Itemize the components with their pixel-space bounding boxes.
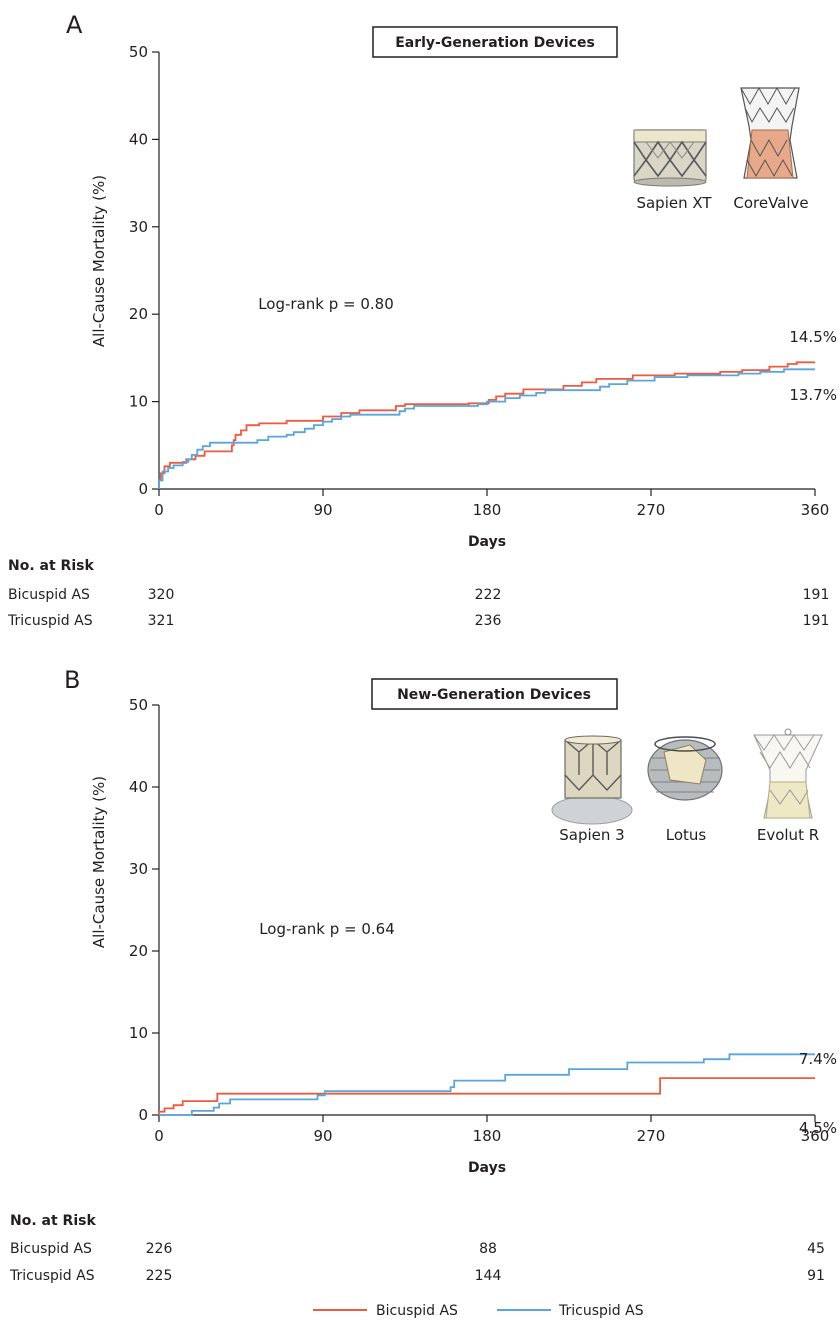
device-label-lotus: Lotus (666, 826, 707, 844)
panel-a-x-tick-label: 270 (637, 501, 666, 519)
panel-a-bicuspid-end-label: 14.5% (789, 328, 837, 346)
panel-a-risk-bicuspid-day180: 222 (475, 587, 502, 603)
panel-a-y-tick-label: 30 (129, 218, 148, 236)
panel-b-x-tick-label: 270 (637, 1127, 666, 1145)
panel-a-y-tick-label: 20 (129, 305, 148, 323)
panel-b-risk-label-bicuspid: Bicuspid AS (10, 1241, 92, 1257)
panel-a: A Early-Generation Devices All-Cause Mor… (7, 11, 837, 629)
panel-a-title-box: Early-Generation Devices (372, 26, 618, 58)
panel-a-risk-bicuspid-day0: 320 (148, 587, 175, 603)
panel-b-bicuspid-end-label: 4.5% (799, 1119, 837, 1137)
panel-a-risk-tricuspid-day180: 236 (475, 613, 502, 629)
panel-b-axes: 0 10 20 30 40 50 0 90 180 270 360 Days (129, 696, 829, 1176)
panel-b-y-tick-label: 30 (129, 860, 148, 878)
panel-b-risk-heading: No. at Risk (10, 1213, 96, 1229)
panel-a-plot-lines (158, 361, 815, 489)
panel-b-y-tick-label: 50 (129, 696, 148, 714)
panel-b-title-frame (371, 678, 618, 710)
panel-b-y-tick-label: 20 (129, 942, 148, 960)
legend-label-tricuspid: Tricuspid AS (558, 1303, 644, 1319)
device-label-evolut-r: Evolut R (757, 826, 819, 844)
panel-b-logrank: Log-rank p = 0.64 (259, 920, 395, 938)
panel-b-x-tick-label: 90 (313, 1127, 332, 1145)
lotus-illustration (647, 736, 723, 801)
panel-b-risk-bicuspid-day180: 88 (479, 1241, 497, 1257)
panel-b-risk-bicuspid-day0: 226 (146, 1241, 173, 1257)
panel-a-x-tick-label: 90 (313, 501, 332, 519)
panel-b-title: New-Generation Devices (397, 687, 591, 703)
panel-b-risk-label-tricuspid: Tricuspid AS (9, 1268, 95, 1284)
panel-a-y-tick-label: 0 (138, 480, 148, 498)
panel-a-series-tricuspid-as (158, 368, 815, 489)
panel-b-tricuspid-end-label: 7.4% (799, 1050, 837, 1068)
device-label-sapien-xt: Sapien XT (636, 194, 712, 212)
panel-b-y-tick-label: 0 (138, 1106, 148, 1124)
panel-a-x-tick-label: 360 (801, 501, 830, 519)
panel-b-series-tricuspid-as (159, 1053, 815, 1116)
panel-b-risk-tricuspid-day0: 225 (146, 1268, 173, 1284)
panel-a-series-bicuspid-as (158, 361, 815, 489)
panel-b-series-bicuspid-as (158, 1077, 815, 1115)
panel-a-y-tick-label: 50 (129, 43, 148, 61)
panel-a-title: Early-Generation Devices (395, 35, 595, 51)
legend-label-bicuspid: Bicuspid AS (376, 1303, 458, 1319)
panel-a-risk-heading: No. at Risk (8, 558, 94, 574)
panel-b-y-axis-label: All-Cause Mortality (%) (90, 776, 108, 948)
panel-a-title-frame (372, 26, 618, 58)
panel-a-y-axis-label: All-Cause Mortality (%) (90, 175, 108, 347)
panel-a-risk-bicuspid-day360: 191 (803, 587, 830, 603)
panel-b-x-tick-label: 360 (801, 1127, 830, 1145)
panel-a-risk-label-bicuspid: Bicuspid AS (8, 587, 90, 603)
panel-a-axes: 0 10 20 30 40 50 0 90 180 270 360 Days (129, 43, 829, 550)
panel-a-tricuspid-end-label: 13.7% (789, 386, 837, 404)
panel-b-x-axis-label: Days (468, 1160, 506, 1176)
panel-b-x-tick-label: 180 (473, 1127, 502, 1145)
panel-b: B New-Generation Devices All-Cause Morta… (9, 666, 837, 1284)
panel-a-x-tick-label: 0 (154, 501, 164, 519)
panel-letter-a: A (66, 11, 83, 39)
panel-b-risk-tricuspid-day360: 91 (807, 1268, 825, 1284)
panel-b-title-box: New-Generation Devices (371, 678, 618, 710)
panel-b-y-tick-label: 40 (129, 778, 148, 796)
panel-b-plot-lines (158, 1053, 815, 1116)
panel-a-y-tick-label: 40 (129, 130, 148, 148)
sapien-xt-illustration (633, 129, 707, 187)
legend: Bicuspid AS Tricuspid AS (313, 1303, 644, 1319)
panel-a-risk-label-tricuspid: Tricuspid AS (7, 613, 93, 629)
panel-a-risk-tricuspid-day360: 191 (803, 613, 830, 629)
evolut-r-illustration (753, 728, 823, 819)
panel-a-risk-tricuspid-day0: 321 (148, 613, 175, 629)
device-label-corevalve: CoreValve (733, 194, 808, 212)
panel-b-y-tick-label: 10 (129, 1024, 148, 1042)
panel-a-x-axis-label: Days (468, 534, 506, 550)
panel-b-risk-bicuspid-day360: 45 (807, 1241, 825, 1257)
panel-a-logrank: Log-rank p = 0.80 (258, 295, 394, 313)
panel-b-risk-tricuspid-day180: 144 (475, 1268, 502, 1284)
sapien-3-illustration (551, 735, 633, 825)
panel-a-y-tick-label: 10 (129, 393, 148, 411)
panel-letter-b: B (64, 666, 80, 694)
device-label-sapien-3: Sapien 3 (559, 826, 624, 844)
corevalve-illustration (740, 86, 800, 179)
panel-b-x-tick-label: 0 (154, 1127, 164, 1145)
panel-a-x-tick-label: 180 (473, 501, 502, 519)
